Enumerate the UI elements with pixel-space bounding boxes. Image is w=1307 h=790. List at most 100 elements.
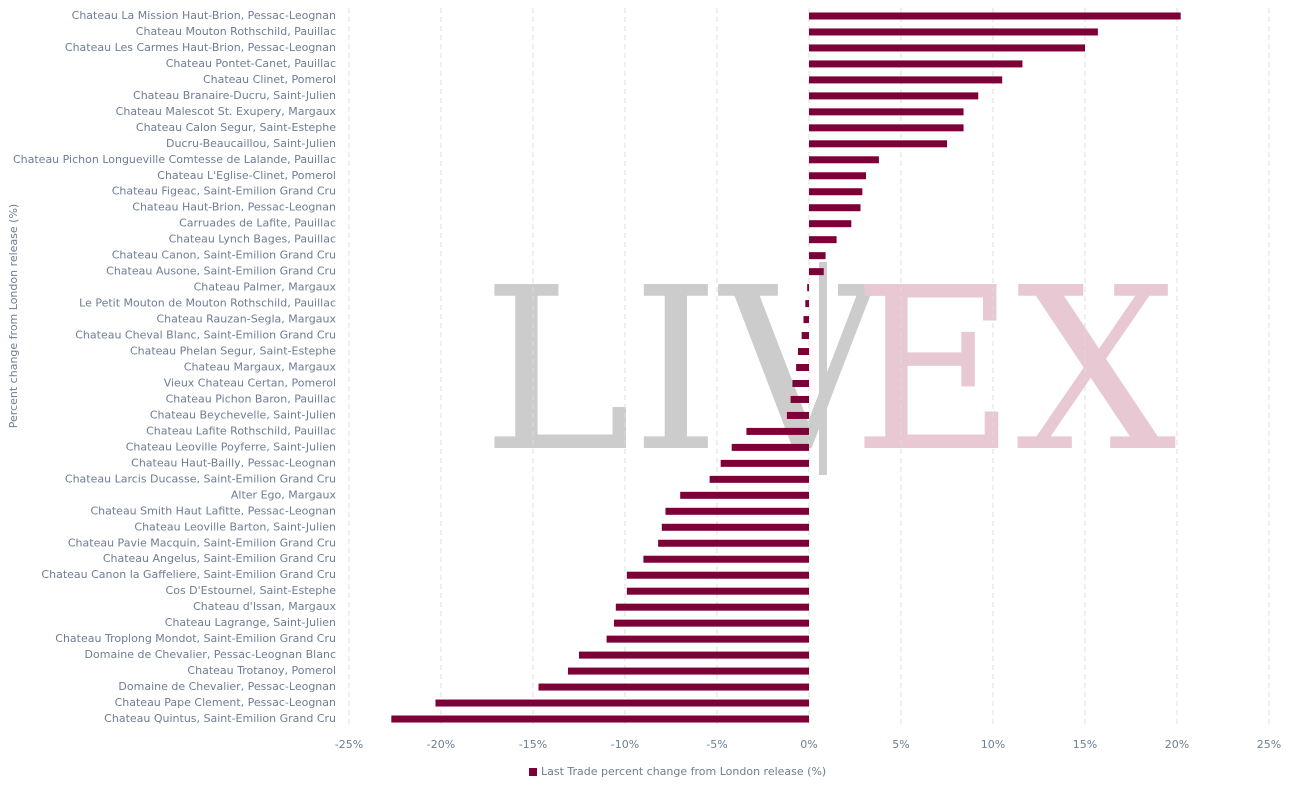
y-tick-label: Chateau Leoville Poyferre, Saint-Julien (126, 440, 336, 453)
y-tick-label: Chateau Rauzan-Segla, Margaux (156, 313, 336, 326)
y-tick-label: Chateau Clinet, Pomerol (203, 73, 336, 86)
bar (809, 76, 1003, 84)
x-tick-label: 20% (1165, 738, 1189, 751)
y-tick-label: Chateau Canon, Saint-Emilion Grand Cru (112, 249, 336, 262)
bar (538, 683, 809, 691)
bar (613, 619, 809, 627)
bar (786, 411, 809, 419)
y-tick-label: Chateau Lynch Bages, Pauillac (169, 233, 336, 246)
y-tick-label: Le Petit Mouton de Mouton Rothschild, Pa… (79, 297, 336, 310)
bar (809, 172, 867, 180)
bar (665, 507, 809, 515)
y-tick-label: Chateau Quintus, Saint-Emilion Grand Cru (104, 712, 336, 725)
y-tick-label: Cos D'Estournel, Saint-Estephe (166, 584, 337, 597)
watermark-bar (819, 262, 827, 475)
y-tick-label: Chateau Haut-Brion, Pessac-Leognan (132, 201, 336, 214)
watermark: LIV (482, 240, 886, 502)
bar (643, 555, 809, 563)
y-tick-label: Chateau Pontet-Canet, Pauillac (166, 57, 336, 70)
bar (809, 28, 1098, 36)
y-tick-label: Chateau Margaux, Margaux (184, 361, 337, 374)
y-tick-label: Chateau Branaire-Ducru, Saint-Julien (133, 89, 336, 102)
bar (809, 236, 837, 244)
x-tick-label: -15% (519, 738, 547, 751)
x-tick-label: -25% (335, 738, 363, 751)
y-tick-label: Carruades de Lafite, Pauillac (179, 217, 336, 230)
y-tick-label: Chateau Beychevelle, Saint-Julien (150, 408, 336, 421)
bar (626, 571, 809, 579)
legend-label: Last Trade percent change from London re… (541, 765, 826, 778)
bar (803, 316, 809, 324)
bar (801, 332, 809, 340)
y-tick-label: Chateau Calon Segur, Saint-Estephe (136, 121, 336, 134)
y-tick-label: Chateau Canon la Gaffeliere, Saint-Emili… (41, 568, 336, 581)
y-tick-label: Vieux Chateau Certan, Pomerol (164, 376, 336, 389)
y-tick-label: Chateau Pavie Macquin, Saint-Emilion Gra… (68, 536, 336, 549)
x-tick-label: 10% (981, 738, 1005, 751)
bar (435, 699, 809, 707)
bar (680, 491, 809, 499)
watermark: EX (852, 240, 1176, 502)
y-tick-label: Chateau Haut-Bailly, Pessac-Leognan (131, 456, 336, 469)
bar (709, 475, 809, 483)
bar (809, 44, 1085, 52)
y-tick-label: Chateau Pape Clement, Pessac-Leognan (115, 696, 336, 709)
x-tick-label: 25% (1257, 738, 1281, 751)
x-tick-label: -20% (427, 738, 455, 751)
y-tick-label: Chateau Lafite Rothschild, Pauillac (146, 424, 336, 437)
bar (809, 108, 964, 116)
y-tick-label: Chateau Pichon Baron, Pauillac (166, 392, 336, 405)
bar (809, 156, 879, 164)
bar (809, 204, 861, 212)
bar (809, 124, 964, 132)
bar (809, 140, 947, 148)
x-tick-label: 5% (892, 738, 909, 751)
y-tick-label: Chateau L'Eglise-Clinet, Pomerol (157, 169, 336, 182)
x-tick-label: -5% (706, 738, 727, 751)
y-tick-label: Chateau Lagrange, Saint-Julien (165, 616, 336, 629)
y-tick-label: Chateau Pichon Longueville Comtesse de L… (13, 153, 336, 166)
x-tick-label: 0% (800, 738, 817, 751)
y-axis-label: Percent change from London release (%) (7, 204, 20, 428)
bar (626, 587, 809, 595)
bar (809, 60, 1023, 68)
bar (731, 443, 809, 451)
y-tick-label: Chateau Troplong Mondot, Saint-Emilion G… (55, 632, 336, 645)
y-tick-label: Chateau Cheval Blanc, Saint-Emilion Gran… (75, 329, 336, 342)
y-tick-label: Chateau Smith Haut Lafitte, Pessac-Leogn… (90, 504, 336, 517)
x-tick-label: -10% (611, 738, 639, 751)
y-tick-label: Chateau Leoville Barton, Saint-Julien (134, 520, 336, 533)
x-tick-label: 15% (1073, 738, 1097, 751)
bar (746, 427, 809, 435)
bar (809, 92, 979, 100)
y-tick-label: Chateau Mouton Rothschild, Pauillac (136, 25, 336, 38)
y-tick-label: Chateau La Mission Haut-Brion, Pessac-Le… (72, 9, 336, 22)
y-tick-label: Chateau Palmer, Margaux (194, 281, 337, 294)
y-tick-label: Chateau Angelus, Saint-Emilion Grand Cru (103, 552, 336, 565)
bar (796, 364, 809, 371)
bar (809, 268, 824, 276)
bar (809, 188, 863, 196)
bar (809, 12, 1181, 20)
y-tick-label: Chateau Les Carmes Haut-Brion, Pessac-Le… (65, 41, 336, 54)
bar (391, 715, 809, 723)
bar (809, 252, 826, 260)
legend-swatch (529, 768, 537, 776)
y-tick-label: Chateau Malescot St. Exupery, Margaux (116, 105, 337, 118)
bar (805, 300, 809, 308)
bar (661, 523, 809, 531)
y-tick-label: Chateau Phelan Segur, Saint-Estephe (130, 345, 336, 358)
y-tick-label: Domaine de Chevalier, Pessac-Leognan Bla… (85, 648, 336, 661)
bar (790, 395, 809, 403)
bar (809, 220, 852, 228)
bar (658, 539, 809, 547)
bar (807, 284, 809, 292)
bar (579, 651, 809, 659)
y-tick-label: Domaine de Chevalier, Pessac-Leognan (118, 680, 336, 693)
y-tick-label: Alter Ego, Margaux (231, 488, 337, 501)
bar (792, 379, 809, 387)
y-tick-label: Chateau Trotanoy, Pomerol (187, 664, 336, 677)
bar (797, 348, 809, 356)
y-tick-label: Chateau Larcis Ducasse, Saint-Emilion Gr… (65, 472, 336, 485)
